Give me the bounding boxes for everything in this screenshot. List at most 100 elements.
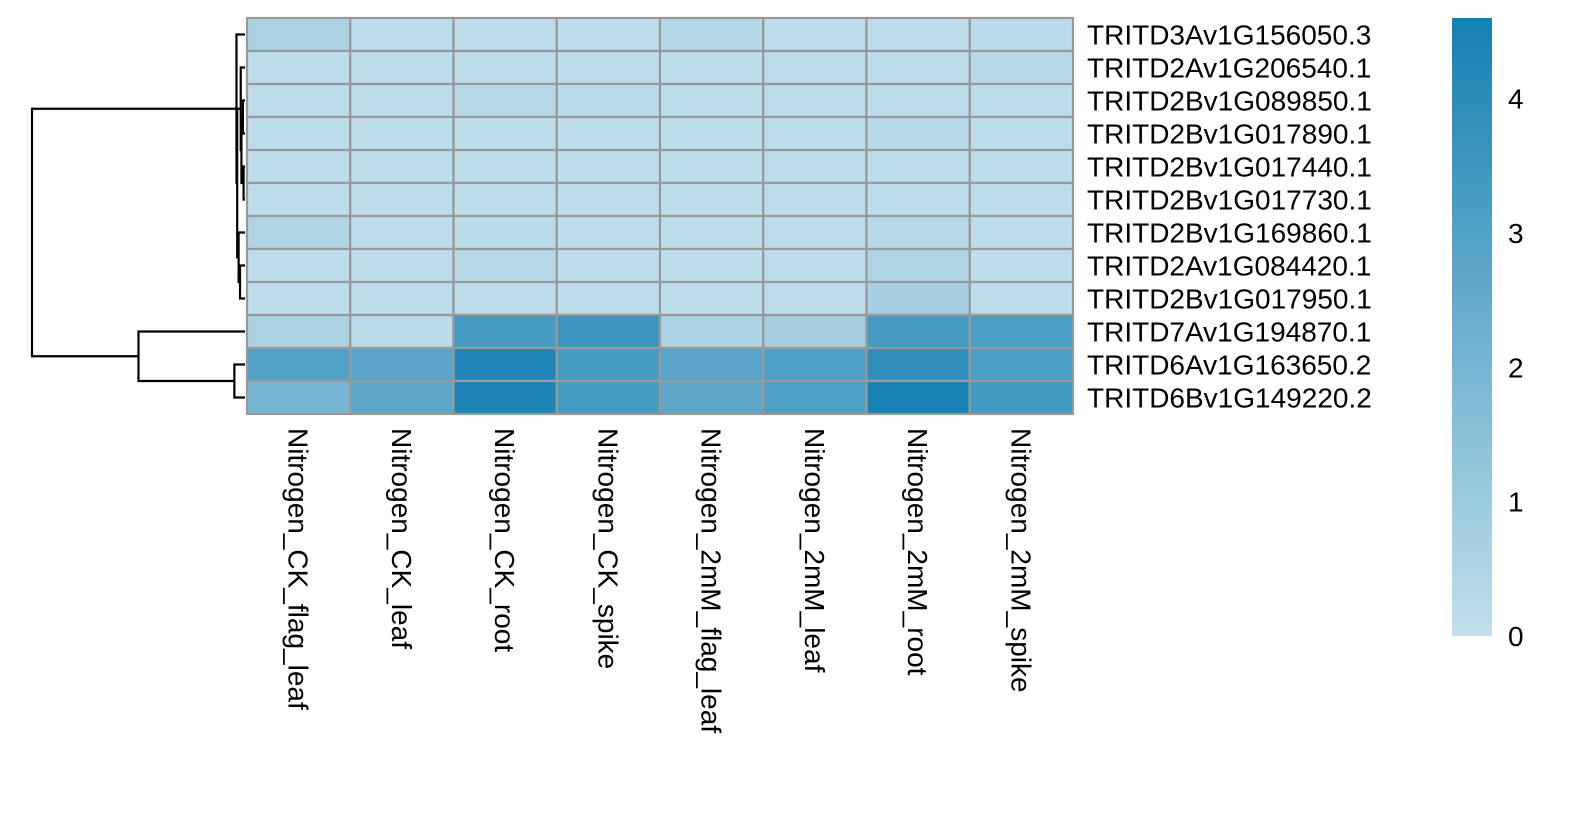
heatmap-cell bbox=[658, 82, 765, 119]
heatmap-cell bbox=[452, 49, 558, 86]
heatmap-cell bbox=[968, 49, 1075, 86]
colorbar-tick-label: 1 bbox=[1508, 487, 1524, 518]
heatmap-cell bbox=[555, 16, 662, 53]
column-label: Nitrogen_2mM_flag_leaf bbox=[696, 428, 727, 733]
heatmap-cell bbox=[245, 247, 352, 284]
dendrogram-branch bbox=[237, 231, 245, 284]
heatmap-cell bbox=[555, 181, 662, 218]
row-label: TRITD3Av1G156050.3 bbox=[1087, 20, 1371, 51]
heatmap-cell bbox=[245, 280, 352, 317]
heatmap-cell bbox=[349, 313, 455, 350]
heatmap-cell bbox=[968, 280, 1075, 317]
heatmap-cell bbox=[349, 148, 455, 185]
heatmap-cell bbox=[555, 313, 662, 350]
heatmap-cell bbox=[762, 148, 868, 185]
heatmap-cell bbox=[762, 280, 868, 317]
heatmap-cell bbox=[658, 49, 765, 86]
heatmap-cell bbox=[865, 346, 971, 383]
row-label: TRITD2Av1G084420.1 bbox=[1087, 251, 1371, 282]
colorbar-tick-label: 0 bbox=[1508, 621, 1524, 652]
heatmap-cell bbox=[865, 181, 971, 218]
heatmap-cell bbox=[452, 16, 558, 53]
heatmap-cell bbox=[968, 181, 1075, 218]
row-label: TRITD6Av1G163650.2 bbox=[1087, 350, 1371, 381]
heatmap-cell bbox=[349, 16, 455, 53]
heatmap-cell bbox=[658, 214, 765, 251]
dendrogram-branch bbox=[137, 330, 245, 383]
heatmap-cell bbox=[968, 247, 1075, 284]
row-labels: TRITD3Av1G156050.3TRITD2Av1G206540.1TRIT… bbox=[1087, 20, 1372, 414]
heatmap-cell bbox=[555, 214, 662, 251]
heatmap-cell bbox=[968, 214, 1075, 251]
heatmap-cell bbox=[452, 82, 558, 119]
row-label: TRITD2Av1G206540.1 bbox=[1087, 53, 1371, 84]
heatmap-cell bbox=[555, 247, 662, 284]
column-label: Nitrogen_CK_spike bbox=[592, 428, 623, 669]
row-label: TRITD2Bv1G089850.1 bbox=[1087, 86, 1372, 117]
heatmap-cell bbox=[555, 82, 662, 119]
heatmap-cell bbox=[245, 148, 352, 185]
heatmap-cell bbox=[968, 313, 1075, 350]
heatmap-cell bbox=[865, 280, 971, 317]
heatmap-cell bbox=[968, 148, 1075, 185]
heatmap-cell bbox=[555, 280, 662, 317]
heatmap-cell bbox=[968, 16, 1075, 53]
row-label: TRITD2Bv1G017440.1 bbox=[1087, 152, 1372, 183]
heatmap-cell bbox=[762, 313, 868, 350]
heatmap-cell bbox=[245, 379, 352, 416]
dendrogram-branch bbox=[241, 99, 245, 135]
heatmap-cell bbox=[658, 16, 765, 53]
heatmap-cell bbox=[658, 346, 765, 383]
heatmap-cell bbox=[865, 82, 971, 119]
heatmap-cell bbox=[968, 346, 1075, 383]
color-legend: 0 1 2 3 4 bbox=[1452, 18, 1524, 652]
heatmap-cell bbox=[452, 214, 558, 251]
heatmap-cell bbox=[349, 214, 455, 251]
heatmap-cell bbox=[349, 280, 455, 317]
heatmap-cell bbox=[658, 148, 765, 185]
heatmap-cell bbox=[555, 115, 662, 152]
heatmap-cell bbox=[865, 16, 971, 53]
heatmap-cell bbox=[865, 214, 971, 251]
heatmap-cell bbox=[658, 181, 765, 218]
heatmap-cell bbox=[245, 214, 352, 251]
heatmap-cell bbox=[865, 379, 971, 416]
heatmap-cell bbox=[245, 82, 352, 119]
heatmap-cell bbox=[452, 181, 558, 218]
heatmap-cell bbox=[452, 379, 558, 416]
heatmap-cell bbox=[865, 247, 971, 284]
heatmap-cell bbox=[762, 214, 868, 251]
heatmap-cell bbox=[555, 148, 662, 185]
column-label: Nitrogen_CK_leaf bbox=[386, 428, 417, 649]
column-label: Nitrogen_CK_flag_leaf bbox=[283, 428, 314, 710]
heatmap-cell bbox=[245, 115, 352, 152]
heatmap-cell bbox=[245, 49, 352, 86]
row-dendrogram bbox=[30, 33, 245, 399]
heatmap-cell bbox=[762, 346, 868, 383]
heatmap-cell bbox=[555, 49, 662, 86]
heatmap-cell bbox=[658, 115, 765, 152]
dendrogram-branch bbox=[30, 107, 237, 358]
heatmap-cell bbox=[245, 346, 352, 383]
row-label: TRITD6Bv1G149220.2 bbox=[1087, 383, 1372, 414]
dendrogram-branch bbox=[233, 363, 245, 399]
column-labels: Nitrogen_CK_flag_leaf Nitrogen_CK_leaf Nit… bbox=[283, 428, 1037, 733]
row-label: TRITD2Bv1G017890.1 bbox=[1087, 119, 1372, 150]
column-label: Nitrogen_2mM_root bbox=[902, 428, 933, 676]
colorbar-tick-label: 4 bbox=[1508, 84, 1524, 115]
heatmap-cell bbox=[245, 313, 352, 350]
heatmap-cell bbox=[865, 49, 971, 86]
dendrogram-branch bbox=[238, 264, 245, 300]
heatmap-cell bbox=[762, 115, 868, 152]
heatmap-cell bbox=[349, 346, 455, 383]
heatmap-cell bbox=[349, 115, 455, 152]
heatmap-cell bbox=[762, 379, 868, 416]
heatmap-cell bbox=[555, 379, 662, 416]
heatmap-cell bbox=[452, 247, 558, 284]
heatmap-cell bbox=[865, 148, 971, 185]
heatmap-cell bbox=[968, 379, 1075, 416]
row-label: TRITD2Bv1G017730.1 bbox=[1087, 185, 1372, 216]
heatmap-cell bbox=[762, 247, 868, 284]
heatmap-cell bbox=[349, 49, 455, 86]
